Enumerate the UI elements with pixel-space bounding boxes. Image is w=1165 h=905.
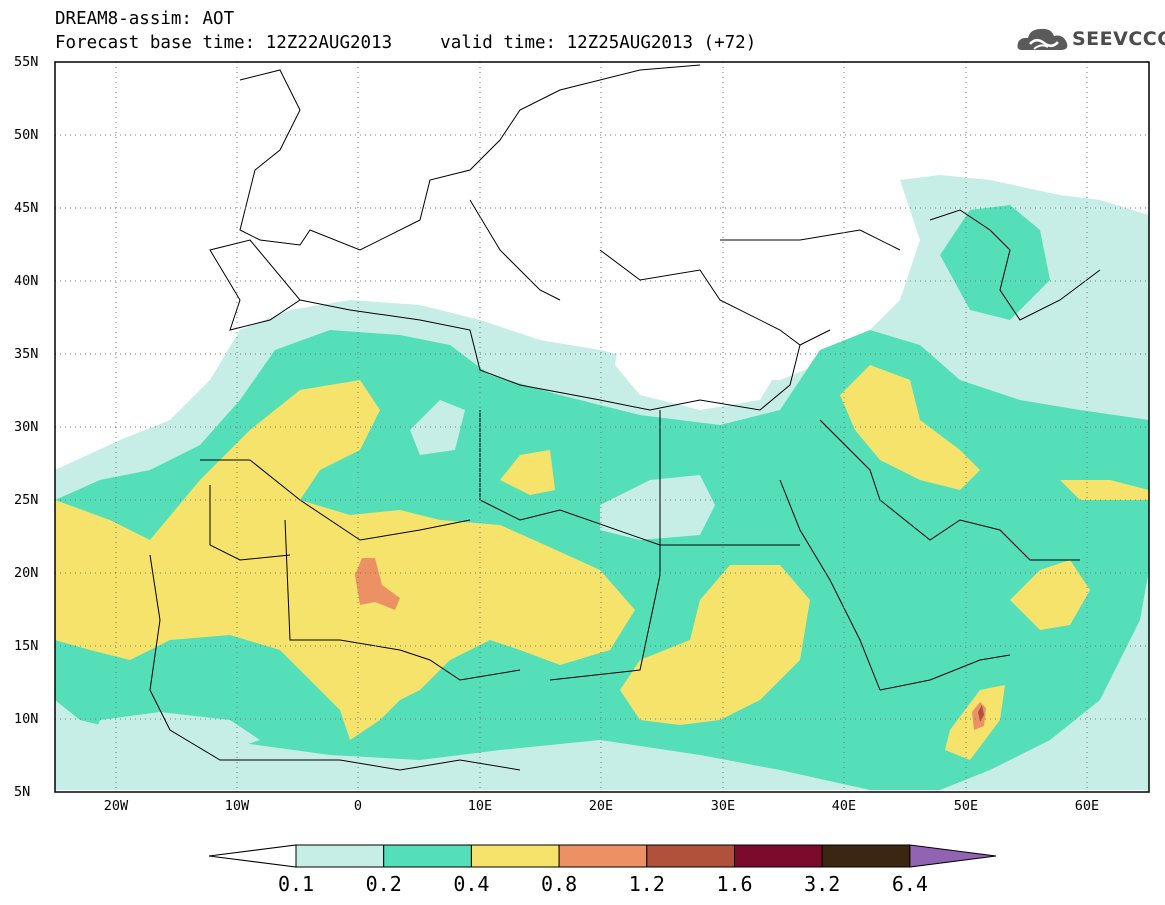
lon-label: 0 bbox=[353, 798, 363, 814]
colorbar-swatch bbox=[646, 844, 735, 868]
colorbar-label: 1.2 bbox=[628, 872, 665, 896]
colorbar bbox=[208, 844, 997, 868]
lat-label: 45N bbox=[14, 200, 39, 216]
lon-label: 60E bbox=[1074, 798, 1100, 814]
colorbar-swatch bbox=[821, 844, 911, 868]
colorbar-swatch bbox=[295, 844, 385, 868]
lat-label: 55N bbox=[14, 54, 39, 70]
colorbar-swatch bbox=[558, 844, 648, 868]
lat-label: 15N bbox=[14, 638, 39, 654]
colorbar-label: 0.4 bbox=[453, 872, 490, 896]
map-outlines bbox=[149, 64, 1101, 771]
aot-shading bbox=[55, 175, 1149, 790]
map-title: DREAM8-assim: AOT bbox=[55, 9, 235, 29]
colorbar-swatch bbox=[734, 844, 823, 868]
colorbar-label: 6.4 bbox=[891, 872, 928, 896]
colorbar-label: 3.2 bbox=[804, 872, 841, 896]
lat-label: 25N bbox=[14, 492, 39, 508]
grid-lines bbox=[55, 62, 1149, 792]
lon-label: 10W bbox=[224, 798, 250, 814]
colorbar-swatch bbox=[383, 844, 472, 868]
lat-label: 10N bbox=[14, 711, 39, 727]
lon-label: 20E bbox=[588, 798, 614, 814]
lat-label: 30N bbox=[14, 419, 39, 435]
seevccc-logo: SEEVCCC bbox=[1016, 22, 1165, 58]
colorbar-label: 0.1 bbox=[277, 872, 315, 896]
map-frame bbox=[54, 61, 1150, 793]
lon-label: 10E bbox=[467, 798, 493, 814]
lat-label: 20N bbox=[14, 565, 39, 581]
logo-text: SEEVCCC bbox=[1072, 28, 1165, 50]
lon-label: 20W bbox=[103, 798, 129, 814]
valid-time: valid time: 12Z25AUG2013 (+72) bbox=[440, 33, 757, 53]
lat-label: 35N bbox=[14, 346, 39, 362]
colorbar-high-arrow bbox=[909, 844, 997, 868]
lon-label: 30E bbox=[710, 798, 736, 814]
colorbar-label: 0.8 bbox=[541, 872, 578, 896]
lon-label: 40E bbox=[831, 798, 857, 814]
colorbar-swatch bbox=[470, 844, 560, 868]
colorbar-label: 1.6 bbox=[716, 872, 753, 896]
colorbar-low-arrow bbox=[208, 844, 297, 868]
base-time: Forecast base time: 12Z22AUG2013 bbox=[55, 33, 393, 53]
lat-label: 50N bbox=[14, 127, 39, 143]
colorbar-label: 0.2 bbox=[365, 872, 402, 896]
cloud-icon bbox=[1017, 28, 1068, 50]
lat-label: 40N bbox=[14, 273, 39, 289]
map-subtitle: Forecast base time: 12Z22AUG2013 valid ti… bbox=[55, 33, 756, 53]
lat-label: 5N bbox=[14, 784, 31, 800]
lon-label: 50E bbox=[953, 798, 979, 814]
